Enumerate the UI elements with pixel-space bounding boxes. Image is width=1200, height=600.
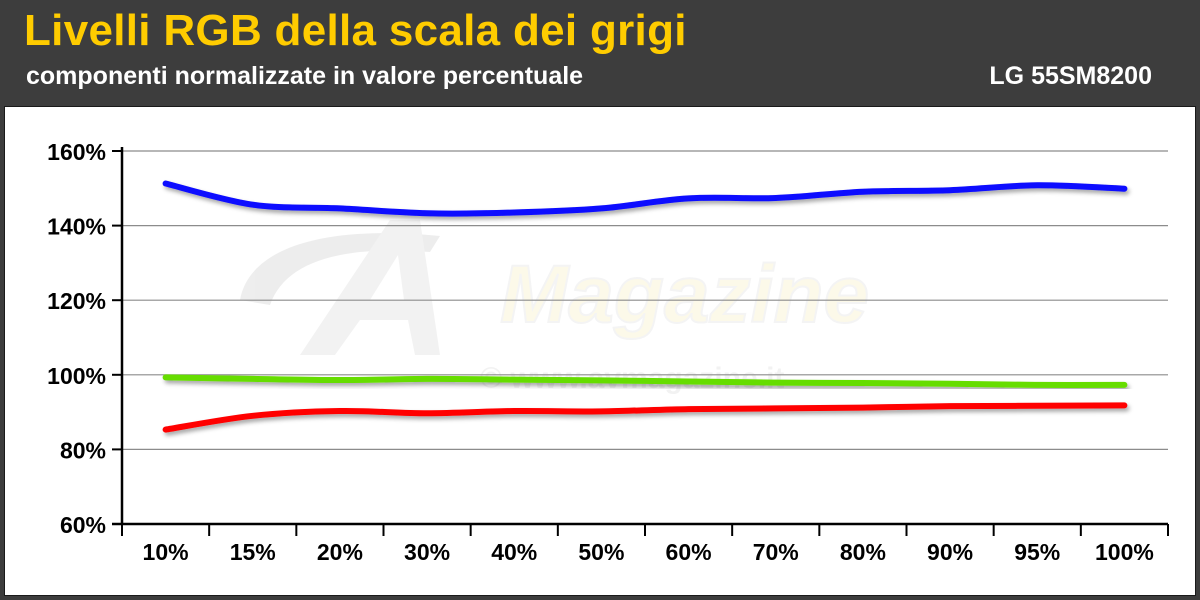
watermark-logo-text: Magazine [500,249,869,340]
x-tick-label: 100% [1095,539,1154,565]
x-tick-label: 80% [840,539,886,565]
x-tick-label: 70% [753,539,799,565]
watermark: Magazine © www.avmagazine.it [240,220,870,395]
red-series-line [162,402,1128,433]
y-tick-label: 60% [60,512,106,538]
y-tick-label: 80% [60,437,106,463]
chart-subtitle: componenti normalizzate in valore percen… [26,62,584,90]
x-tick-label: 95% [1014,539,1060,565]
watermark-swoosh-icon [240,233,440,305]
y-tick-label: 100% [47,363,106,389]
watermark-av-logo-icon [300,220,440,355]
x-tick-label: 20% [317,539,363,565]
device-model-label: LG 55SM8200 [989,62,1152,90]
x-tick-label: 50% [578,539,624,565]
y-tick-label: 160% [47,139,106,165]
x-tick-label: 60% [666,539,712,565]
y-tick-label: 140% [47,214,106,240]
chart-title: Livelli RGB della scala dei grigi [24,6,687,55]
x-tick-label: 30% [404,539,450,565]
grid-layer [122,150,1168,450]
x-tick-label: 10% [143,539,189,565]
y-tick-label: 120% [47,288,106,314]
axis-layer: 60% 80% 100% 120% 140% 160% 10% 15% 20% 30% 40% 50%… [47,139,1169,565]
series-layer [162,180,1128,433]
x-tick-label: 90% [927,539,973,565]
x-tick-label: 40% [491,539,537,565]
x-tick-label: 15% [230,539,276,565]
blue-series-line [162,180,1128,217]
chart-header: Livelli RGB della scala dei grigi compon… [0,0,1200,104]
green-series-line [162,374,1128,388]
